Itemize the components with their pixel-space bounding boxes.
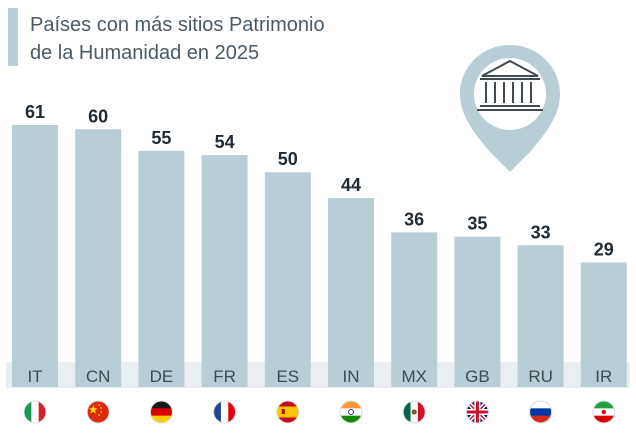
category-label: ES	[276, 367, 299, 386]
category-label: IR	[595, 367, 612, 386]
data-label: 36	[404, 209, 424, 229]
bar-gb	[454, 236, 501, 387]
russia-flag-icon	[529, 400, 553, 424]
data-label: 60	[88, 106, 108, 126]
chart-title-line-1: Países con más sitios Patrimonio	[30, 14, 325, 36]
bar-mx	[391, 232, 438, 387]
title-accent-bar	[8, 8, 18, 66]
category-label: RU	[528, 367, 553, 386]
chart-title: Países con más sitios Patrimonio de la H…	[8, 8, 368, 66]
category-label: FR	[213, 367, 236, 386]
data-label: 61	[25, 102, 45, 122]
category-label: MX	[401, 367, 427, 386]
data-label: 50	[278, 149, 298, 169]
bar-fr	[201, 155, 248, 387]
bar-de	[138, 150, 185, 387]
museum-pin-icon	[460, 45, 560, 172]
data-label: 55	[151, 128, 171, 148]
category-label: IN	[343, 367, 360, 386]
bar-es	[264, 172, 311, 387]
category-label: IT	[27, 367, 42, 386]
museum-roof	[481, 59, 539, 77]
bar-cn	[75, 129, 122, 387]
france-flag-icon	[213, 400, 237, 424]
category-label: DE	[150, 367, 174, 386]
spain-flag-icon	[276, 400, 300, 424]
iran-flag-icon	[592, 400, 616, 424]
chart-title-line-2: de la Humanidad en 2025	[30, 42, 260, 64]
category-label: CN	[86, 367, 111, 386]
pin-inner-circle	[474, 58, 546, 130]
museum-building-icon	[477, 59, 543, 111]
data-label: 44	[341, 175, 361, 195]
bar-in	[328, 198, 374, 387]
germany-flag-icon	[149, 400, 173, 424]
india-flag-icon	[339, 400, 363, 424]
bar-ru	[517, 245, 564, 387]
italy-flag-icon	[23, 400, 47, 424]
data-label: 29	[594, 239, 614, 259]
bar-ir	[580, 262, 627, 387]
data-label: 54	[215, 132, 235, 152]
china-flag-icon	[86, 400, 110, 424]
data-label: 35	[467, 214, 487, 234]
data-label: 33	[531, 222, 551, 242]
mexico-flag-icon	[402, 400, 426, 424]
uk-flag-icon	[465, 400, 489, 424]
category-label: GB	[465, 367, 490, 386]
bar-it	[12, 125, 58, 387]
